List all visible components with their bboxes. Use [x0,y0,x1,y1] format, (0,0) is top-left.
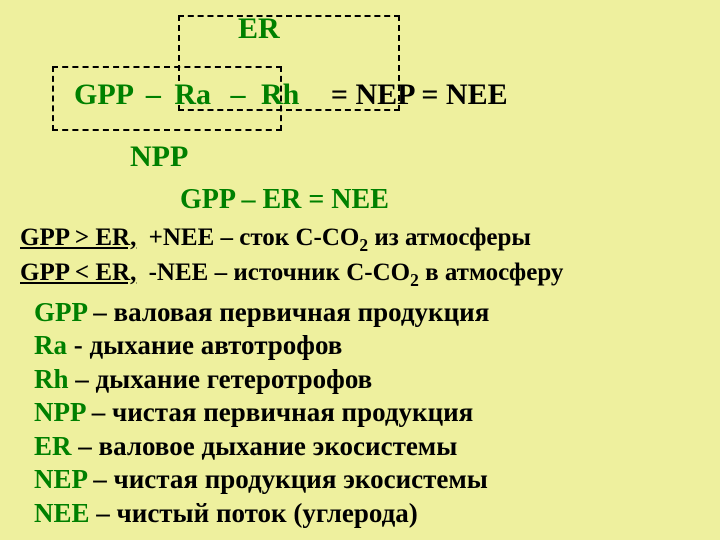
def-row: NEE – чистый поток (углерода) [34,497,489,530]
def-row: GPP – валовая первичная продукция [34,296,489,329]
def-row: NPP – чистая первичная продукция [34,396,489,429]
npp-label: NPP [130,140,188,174]
gt-lhs: GPP > ER, [20,224,136,251]
slide-canvas: ER GPP – Ra – Rh = NEP = NEE NPP GPP – E… [0,0,720,540]
conditions-block: GPP > ER, +NEE – сток С-СО2 из атмосферы… [20,222,563,292]
gt-rhs: +NEE – сток С-СО2 из атмосферы [149,224,531,251]
main-equation: GPP – Ra – Rh = NEP = NEE [74,78,508,112]
er-label: ER [238,12,280,46]
def-term: ER [34,431,72,461]
def-row: ER – валовое дыхание экосистемы [34,430,489,463]
def-sep: – [87,464,114,494]
def-desc: чистая продукция экосистемы [114,464,488,494]
minus-2: – [231,78,246,111]
def-term: Ra [34,330,67,360]
def-sep: – [87,297,114,327]
def-term: GPP [34,297,87,327]
def-desc: дыхание гетеротрофов [96,364,373,394]
def-desc: чистая первичная продукция [112,397,473,427]
def-desc: валовая первичная продукция [114,297,490,327]
minus-1: – [146,78,161,111]
def-desc: валовое дыхание экосистемы [99,431,458,461]
lt-rhs: -NEE – источник С-СО2 в атмосферу [149,259,564,286]
def-term: NPP [34,397,85,427]
definitions-list: GPP – валовая первичная продукция Ra - д… [34,296,489,530]
def-desc: чистый поток (углерода) [117,498,418,528]
def-row: Ra - дыхание автотрофов [34,329,489,362]
simplified-equation: GPP – ER = NEE [180,184,389,216]
def-sep: – [85,397,112,427]
def-sep: - [67,330,90,360]
def-term: NEE [34,498,90,528]
def-term: Rh [34,364,69,394]
def-desc: дыхание автотрофов [90,330,343,360]
def-row: NEP – чистая продукция экосистемы [34,463,489,496]
def-row: Rh – дыхание гетеротрофов [34,363,489,396]
def-sep: – [72,431,99,461]
lt-lhs: GPP < ER, [20,259,136,286]
def-sep: – [69,364,96,394]
term-rh: Rh [261,78,299,111]
term-gpp: GPP [74,78,132,111]
eq-rhs: = NEP = NEE [331,78,508,111]
condition-gt: GPP > ER, +NEE – сток С-СО2 из атмосферы [20,222,563,257]
def-sep: – [90,498,117,528]
condition-lt: GPP < ER, -NEE – источник С-СО2 в атмосф… [20,257,563,292]
term-ra: Ra [174,78,211,111]
def-term: NEP [34,464,87,494]
